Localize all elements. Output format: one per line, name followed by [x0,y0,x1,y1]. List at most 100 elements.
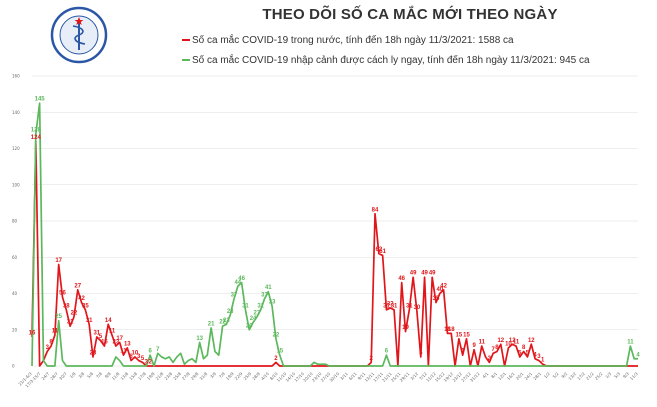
data-label-imported-44: 13 [196,336,203,342]
data-label-domestic-26: 6 [129,354,133,360]
x-tick-label-51: 31/12 [469,371,481,383]
data-label-domestic-103: 49 [421,271,428,277]
data-label-domestic-101: 30 [414,305,421,311]
data-label-imported-63: 33 [269,300,276,306]
data-label-domestic-132: 4 [533,352,537,358]
data-label-imported-61: 37 [261,292,268,298]
data-label-imported-93: 6 [385,349,389,355]
y-tick-label-60: 60 [12,255,18,260]
data-label-imported-64: 22 [273,332,280,338]
ministry-of-health-logo [50,6,108,64]
series-line-imported [31,102,638,367]
x-tick-label-59: 1/2 [543,371,551,379]
x-tick-label-9: 9/8 [104,371,112,379]
legend-imported-label: Số ca mắc COVID-19 nhập cảnh được cách l… [192,55,590,66]
data-label-domestic-120: 2 [488,356,492,362]
data-label-imported-53: 37 [231,292,238,298]
data-label-domestic-129: 8 [522,345,526,351]
x-tick-label-21: 3/9 [209,371,217,379]
data-label-imported-51: 23 [223,318,230,324]
legend-domestic-label: Số ca mắc COVID-19 trong nước, tính đến … [192,35,514,46]
x-tick-label-53: 8/1 [490,371,498,379]
data-label-domestic-0: 16 [29,331,36,337]
data-label-domestic-109: 18 [444,327,451,333]
x-tick-label-17: 25/8 [172,371,182,381]
x-tick-label-23: 19/9 [225,371,235,381]
x-tick-label-69: 11/3 [629,371,639,381]
data-label-domestic-90: 84 [372,207,379,213]
x-tick-label-38: 9/11 [357,371,367,381]
y-tick-label-120: 120 [12,146,20,151]
data-label-domestic-13: 42 [78,296,85,302]
data-label-domestic-15: 31 [86,318,93,324]
x-tick-label-55: 16/1 [506,371,516,381]
data-label-domestic-8: 56 [59,291,66,297]
x-tick-label-27: 4/10 [260,371,270,381]
data-label-imported-47: 21 [208,321,215,327]
data-label-domestic-98: 19 [402,325,409,331]
data-label-domestic-5: 8 [49,340,53,346]
data-label-domestic-100: 49 [410,271,417,277]
data-label-imported-59: 27 [254,311,261,317]
data-label-domestic-106: 35 [433,296,440,302]
x-tick-label-28: 8/10 [269,371,279,381]
x-tick-label-37: 6/11 [348,371,358,381]
x-tick-label-58: 28/1 [532,371,542,381]
x-tick-label-20: 31/8 [198,371,208,381]
page-title: THEO DÕI SỐ CA MẮC MỚI THEO NGÀY [262,6,558,23]
x-tick-label-10: 11/8 [111,371,121,381]
data-label-domestic-28: 3 [137,354,141,360]
data-label-domestic-131: 12 [528,338,535,344]
x-tick-label-67: 5/3 [613,371,621,379]
x-tick-label-11: 13/8 [119,371,129,381]
x-tick-label-64: 21/2 [585,371,595,381]
legend-imported: Số ca mắc COVID-19 nhập cảnh được cách l… [182,55,590,66]
x-tick-label-63: 17/2 [576,371,586,381]
data-label-imported-33: 7 [156,347,160,353]
data-label-imported-50: 22 [219,320,226,326]
x-tick-label-66: 1/3 [604,371,612,379]
data-label-imported-54: 44 [234,280,241,286]
data-label-domestic-30: 3 [145,360,149,366]
data-label-imported-65: 15 [276,349,283,355]
x-tick-label-3: 28/7 [49,371,59,381]
x-tick-label-26: 28/9 [251,371,261,381]
x-tick-label-36: 3/11 [339,371,349,381]
y-tick-label-160: 160 [12,74,20,79]
x-tick-label-52: 4/1 [481,371,489,379]
x-tick-label-19: 29/8 [190,371,200,381]
data-label-domestic-12: 27 [74,283,81,289]
data-label-domestic-97: 46 [398,276,405,282]
legend-imported-swatch [182,59,190,62]
x-tick-label-15: 21/8 [155,371,165,381]
y-tick-label-80: 80 [12,219,18,224]
data-label-domestic-121: 7 [491,347,495,353]
data-label-imported-56: 31 [242,303,249,309]
x-tick-label-6: 3/8 [77,371,85,379]
x-tick-label-7: 5/8 [86,371,94,379]
data-label-domestic-99: 31 [406,303,413,309]
data-label-imported-52: 28 [227,309,234,315]
data-label-domestic-10: 31 [67,320,74,326]
x-tick-label-62: 13/2 [567,371,577,381]
data-label-domestic-102: 5 [419,350,423,356]
x-tick-label-16: 23/8 [163,371,173,381]
data-label-domestic-125: 10 [505,341,512,347]
data-label-domestic-123: 12 [497,338,504,344]
data-label-imported-159: 4 [636,352,640,358]
legend-domestic: Số ca mắc COVID-19 trong nước, tính đến … [182,35,514,46]
data-label-domestic-29: 5 [141,356,145,362]
data-label-domestic-18: 5 [99,334,103,340]
data-label-domestic-9: 38 [63,303,70,309]
data-label-domestic-64: 2 [274,356,278,362]
data-label-domestic-130: 5 [526,350,530,356]
x-tick-label-68: 9/3 [622,371,630,379]
data-label-domestic-128: 5 [518,350,522,356]
data-label-domestic-27: 10 [132,350,139,356]
x-tick-label-45: 7/12 [418,371,428,381]
data-label-imported-60: 31 [257,303,264,309]
y-tick-label-40: 40 [12,291,18,296]
data-label-domestic-6: 11 [52,329,59,335]
x-tick-label-54: 12/1 [497,371,507,381]
x-tick-label-25: 25/9 [242,371,252,381]
